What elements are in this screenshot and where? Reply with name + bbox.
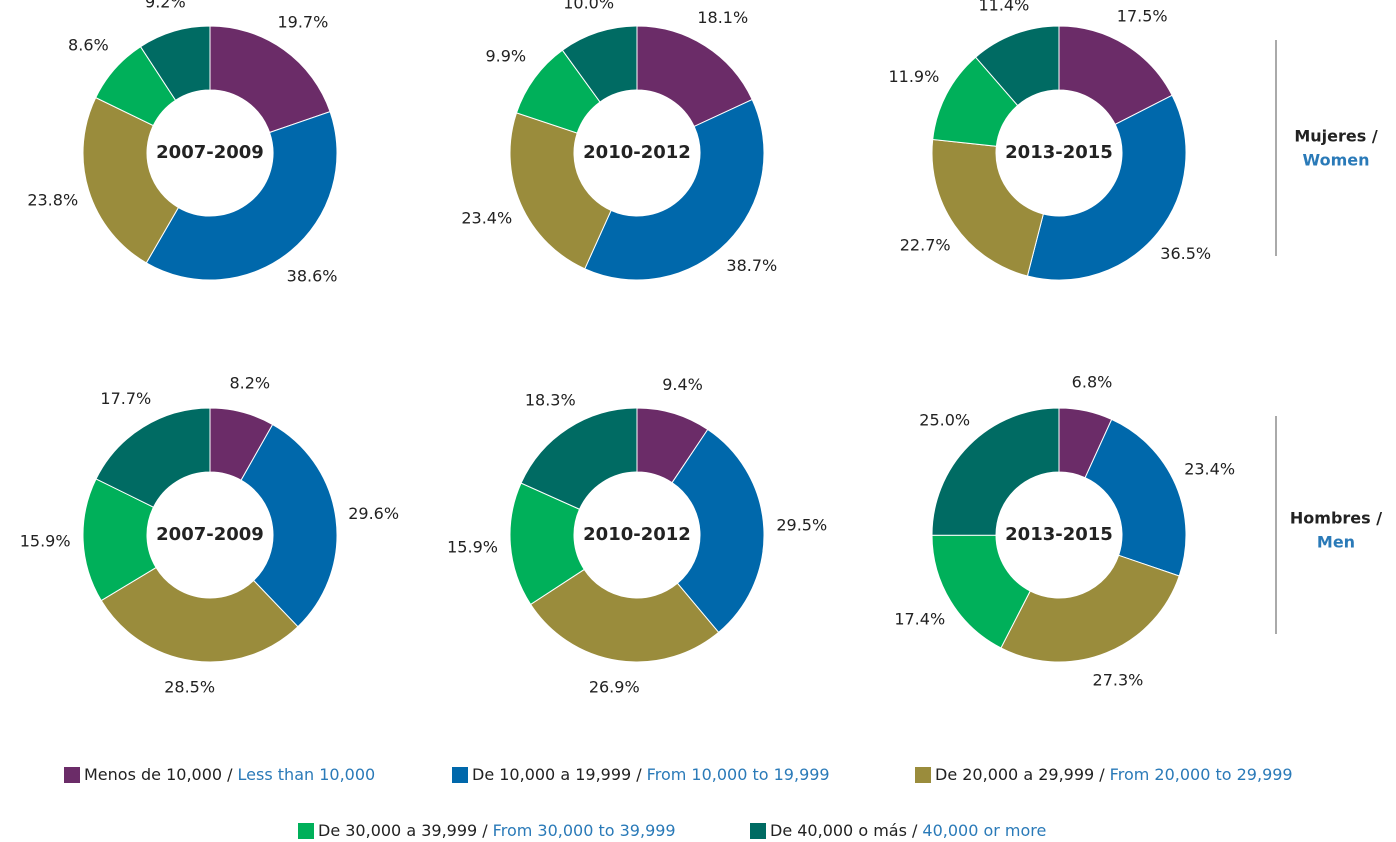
value-label: 9.9% [485,46,526,65]
donut-segment [82,96,180,264]
legend-en: From 10,000 to 19,999 [647,765,830,784]
value-label: 25.0% [919,410,970,429]
value-label: 10.0% [563,0,614,12]
value-label: 36.5% [1160,244,1211,263]
value-label: 6.8% [1072,372,1113,391]
donut-segment [636,25,753,128]
legend-swatch [298,823,314,839]
legend-es: De 20,000 a 29,999 / [935,765,1105,784]
donut-segment [139,25,211,101]
donut-segment [209,25,331,134]
legend-label: De 10,000 a 19,999 / From 10,000 to 19,99… [472,765,830,784]
value-label: 17.5% [1117,7,1168,26]
value-label: 38.6% [287,267,338,286]
legend-es: De 40,000 o más / [770,821,918,840]
donut-segment [509,112,612,270]
legend-en: 40,000 or more [922,821,1046,840]
value-label: 23.4% [461,208,512,227]
donut-title: 2010-2012 [583,142,691,163]
value-label: 23.4% [1184,460,1235,479]
legend-en: From 30,000 to 39,999 [493,821,676,840]
donut-segment [95,407,211,508]
donut-segment [974,25,1060,107]
value-label: 11.4% [978,0,1029,14]
legend-es: De 30,000 a 39,999 / [318,821,488,840]
value-label: 29.6% [348,504,399,523]
value-label: 8.2% [229,374,270,393]
value-label: 17.7% [100,389,151,408]
donut-title: 2010-2012 [583,524,691,545]
value-label: 26.9% [589,678,640,697]
value-label: 28.5% [164,678,215,697]
value-label: 15.9% [447,537,498,556]
row-label: Mujeres / [1294,127,1377,146]
value-label: 9.4% [662,375,703,394]
value-label: 11.9% [888,67,939,86]
legend-en: Less than 10,000 [238,765,376,784]
donut-segment [529,568,720,663]
donut-segment [1026,94,1187,281]
donut-title: 2007-2009 [156,142,264,163]
donut-segment [100,566,299,663]
value-label: 23.8% [27,191,78,210]
legend-label: Menos de 10,000 / Less than 10,000 [84,765,375,784]
donut-segment [584,98,765,281]
legend-label: De 40,000 o más /40,000 or more [770,821,1046,840]
value-label: 18.3% [525,391,576,410]
legend-label: De 30,000 a 39,999 / From 30,000 to 39,99… [318,821,676,840]
row-label: Hombres / [1290,509,1382,528]
legend-swatch [915,767,931,783]
donut-segment [671,428,765,634]
row-label: Men [1317,533,1355,552]
value-label: 8.6% [68,35,109,54]
donut-segment [520,407,638,510]
donut-title: 2013-2015 [1005,142,1113,163]
value-label: 15.9% [20,532,71,551]
donut-segment [561,25,638,103]
legend-label: De 20,000 a 29,999 / From 20,000 to 29,99… [935,765,1293,784]
donut-title: 2007-2009 [156,524,264,545]
donut-segment [145,110,338,281]
legend-es: Menos de 10,000 / [84,765,233,784]
donut-title: 2013-2015 [1005,524,1113,545]
value-label: 9.2% [145,0,186,12]
value-label: 22.7% [900,235,951,254]
legend-es: De 10,000 a 19,999 / [472,765,642,784]
value-label: 19.7% [277,12,328,31]
row-label: Women [1303,151,1370,170]
value-label: 38.7% [726,256,777,275]
legend-swatch [64,767,80,783]
donut-segment [931,407,1060,536]
donut-segment [931,138,1044,277]
legend-en: From 20,000 to 29,999 [1110,765,1293,784]
value-label: 29.5% [776,516,827,535]
legend-swatch [452,767,468,783]
donut-segment [240,423,338,628]
donut-segment [1084,418,1187,577]
donut-segment [1000,554,1180,663]
value-label: 27.3% [1093,671,1144,690]
legend-swatch [750,823,766,839]
value-label: 18.1% [697,8,748,27]
value-label: 17.4% [894,610,945,629]
